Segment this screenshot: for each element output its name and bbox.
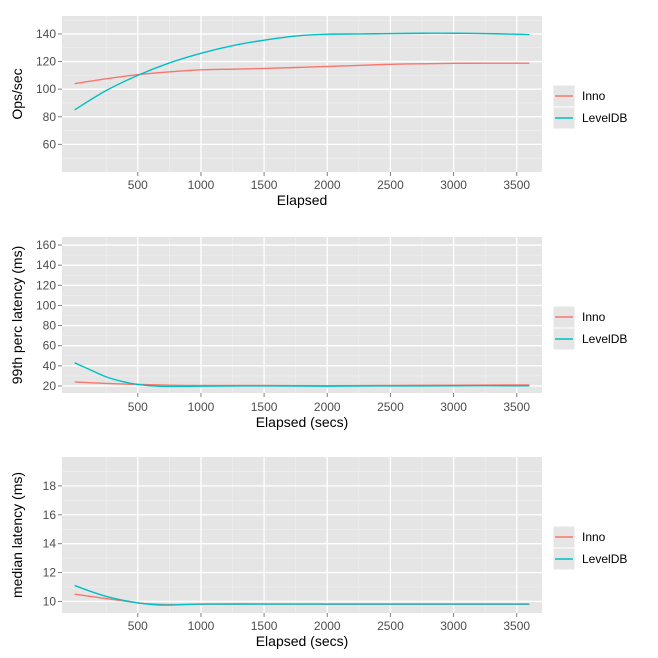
x-tick-label: 500 (128, 400, 148, 414)
y-tick-label: 16 (43, 508, 57, 522)
legend: Inno LevelDB (552, 84, 627, 130)
x-tick-label: 500 (128, 619, 148, 633)
y-tick-label: 10 (43, 594, 57, 608)
plot-background (62, 237, 542, 393)
series-line-leveldb (74, 32, 530, 111)
legend-label-inno: Inno (582, 530, 606, 544)
chart-panel-3: 500 1000 1500 2000 2500 3000 3500 10 12 14 16 18 Ela… (9, 457, 627, 649)
x-tick-label: 2500 (377, 619, 404, 633)
y-tick-label: 100 (36, 298, 56, 312)
y-tick-label: 140 (36, 258, 56, 272)
y-tick-label: 100 (36, 82, 56, 96)
y-tick-label: 160 (36, 238, 56, 252)
x-tick-label: 3000 (440, 178, 467, 192)
y-tick-label: 40 (43, 359, 57, 373)
x-axis-title: Elapsed (secs) (256, 633, 349, 649)
x-tick-label: 2500 (377, 178, 404, 192)
x-tick-label: 500 (128, 178, 148, 192)
x-tick-label: 2000 (314, 619, 341, 633)
y-axis-title: Ops/sec (9, 68, 25, 119)
series-line-leveldb (74, 362, 530, 388)
plot-background (62, 16, 542, 172)
x-tick-label: 3000 (440, 619, 467, 633)
y-tick-label: 14 (43, 537, 57, 551)
x-tick-label: 2000 (314, 178, 341, 192)
x-tick-label: 3500 (503, 400, 530, 414)
y-tick-label: 120 (36, 278, 56, 292)
x-tick-label: 1500 (251, 178, 278, 192)
plot-background (62, 457, 542, 613)
x-tick-label: 2500 (377, 400, 404, 414)
y-axis-title: 99th perc latency (ms) (9, 246, 25, 385)
y-tick-label: 120 (36, 55, 56, 69)
y-tick-label: 20 (43, 379, 57, 393)
chart-panel-2: 500 1000 1500 2000 2500 3000 3500 20 40 60 80 100 12… (9, 237, 627, 430)
y-tick-label: 140 (36, 27, 56, 41)
legend: Inno LevelDB (552, 305, 627, 351)
chart-panel-1: 500 1000 1500 2000 2500 3000 3500 60 80 100 120 140… (9, 16, 627, 208)
legend-label-leveldb: LevelDB (582, 111, 627, 125)
x-tick-label: 3500 (503, 619, 530, 633)
x-tick-label: 1000 (188, 178, 215, 192)
y-tick-label: 80 (43, 110, 57, 124)
x-tick-label: 1500 (251, 619, 278, 633)
y-tick-label: 12 (43, 566, 57, 580)
legend-label-inno: Inno (582, 89, 606, 103)
x-axis-title: Elapsed (277, 192, 328, 208)
y-axis-title: median latency (ms) (9, 472, 25, 598)
x-tick-label: 1500 (251, 400, 278, 414)
legend: Inno LevelDB (552, 525, 627, 571)
legend-label-inno: Inno (582, 310, 606, 324)
x-tick-label: 1000 (188, 400, 215, 414)
y-tick-label: 18 (43, 479, 57, 493)
x-axis-title: Elapsed (secs) (256, 414, 349, 430)
x-tick-label: 3000 (440, 400, 467, 414)
series-line-leveldb (74, 584, 530, 606)
series-line-inno (74, 62, 530, 85)
y-tick-label: 60 (43, 137, 57, 151)
x-tick-label: 1000 (188, 619, 215, 633)
legend-label-leveldb: LevelDB (582, 332, 627, 346)
x-tick-label: 3500 (503, 178, 530, 192)
y-tick-label: 80 (43, 319, 57, 333)
x-tick-label: 2000 (314, 400, 341, 414)
legend-label-leveldb: LevelDB (582, 552, 627, 566)
y-tick-label: 60 (43, 339, 57, 353)
